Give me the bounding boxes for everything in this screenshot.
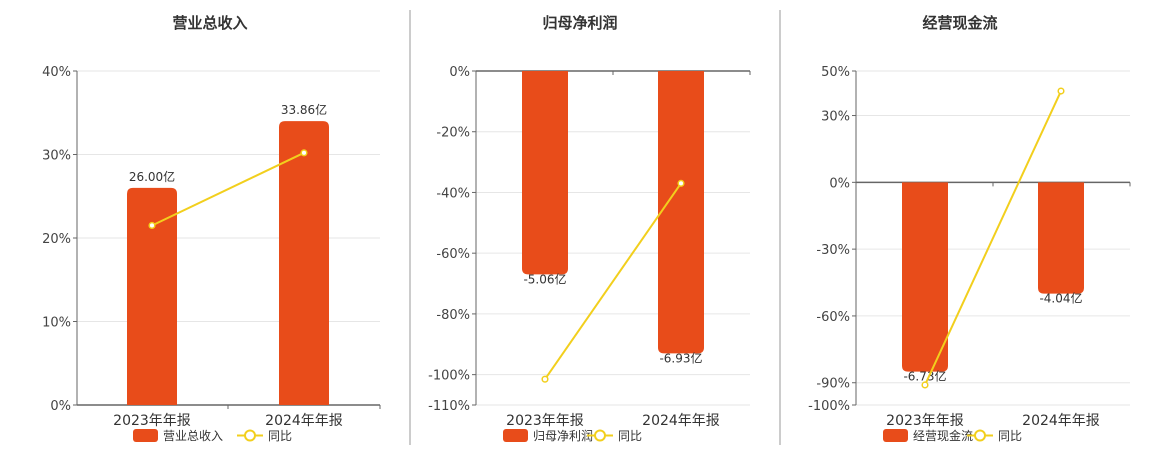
- x-tick-label: 2023年年报: [113, 413, 191, 429]
- bar: [902, 182, 948, 372]
- legend-swatch-marker: [974, 429, 986, 442]
- bar-value-label: 33.86亿: [281, 102, 327, 117]
- y-tick-label: -90%: [816, 377, 850, 392]
- bar: [127, 187, 177, 405]
- y-tick-label: -20%: [436, 126, 470, 141]
- legend-label: 经营现金流: [913, 428, 973, 443]
- legend: 归母净利润 同比: [503, 429, 642, 443]
- y-tick-label: 0%: [449, 65, 470, 80]
- y-tick-label: -60%: [816, 310, 850, 325]
- yoy-point: [148, 221, 156, 230]
- x-tick-label: 2023年年报: [506, 413, 584, 429]
- legend-swatch-bar: [883, 429, 908, 442]
- y-tick-label: -100%: [808, 399, 850, 414]
- chart-title: 归母净利润: [542, 14, 617, 32]
- x-tick-label: 2024年年报: [1022, 413, 1100, 429]
- y-tick-label: 30%: [42, 149, 71, 164]
- y-tick-label: 0%: [829, 176, 850, 191]
- yoy-line: [544, 182, 682, 380]
- y-tick-label: -110%: [428, 399, 470, 414]
- y-tick-label: 20%: [42, 232, 71, 247]
- bar: [658, 71, 704, 354]
- y-tick-label: -30%: [816, 243, 850, 258]
- yoy-point: [677, 179, 685, 187]
- x-tick-label: 2024年年报: [642, 413, 720, 429]
- y-tick-label: 40%: [42, 65, 71, 80]
- legend-label: 同比: [268, 429, 292, 443]
- bar: [279, 121, 329, 405]
- legend-swatch-marker: [244, 429, 256, 442]
- bar-value-label: -5.06亿: [523, 271, 566, 286]
- bar-value-label: -4.04亿: [1039, 291, 1082, 306]
- yoy-point: [541, 375, 549, 383]
- legend-swatch-bar: [133, 429, 158, 442]
- legend-label: 同比: [618, 429, 642, 443]
- yoy-line: [151, 151, 305, 227]
- legend-label: 同比: [998, 429, 1022, 443]
- y-tick-label: -60%: [436, 247, 470, 262]
- x-tick-label: 2024年年报: [265, 413, 343, 429]
- chart-panel-3: 经营现金流 50% 30% 0% -30% -60% -90% -100% -6.73亿 -4.0…: [808, 14, 1131, 443]
- legend-swatch-bar: [503, 429, 528, 442]
- bar-value-label: -6.73亿: [903, 369, 946, 384]
- chart-title: 经营现金流: [922, 14, 997, 32]
- legend-label: 归母净利润: [533, 429, 593, 443]
- yoy-point: [300, 149, 308, 157]
- y-tick-label: 30%: [821, 110, 850, 125]
- legend-label: 营业总收入: [163, 429, 223, 443]
- y-tick-label: 0%: [50, 399, 71, 414]
- bar-value-label: 26.00亿: [129, 169, 175, 184]
- x-tick-label: 2023年年报: [886, 413, 964, 429]
- y-tick-label: -100%: [428, 369, 470, 384]
- yoy-point: [1057, 87, 1065, 95]
- y-tick-label: -80%: [436, 308, 470, 323]
- legend: 营业总收入 同比: [133, 429, 292, 443]
- chart-title: 营业总收入: [172, 14, 247, 32]
- bar-value-label: -6.93亿: [659, 350, 702, 365]
- y-tick-label: 50%: [821, 65, 850, 80]
- bar: [1038, 182, 1084, 294]
- legend-swatch-marker: [594, 429, 606, 442]
- bar: [522, 71, 568, 275]
- y-tick-label: 10%: [42, 316, 71, 331]
- legend: 经营现金流 同比: [883, 428, 1022, 443]
- chart-panel-1: 营业总收入 0% 10% 20% 30% 40% 26.00亿 33.86亿 2023年年报 20…: [42, 14, 381, 443]
- yoy-line: [924, 90, 1062, 386]
- chart-panel-2: 归母净利润 0% -20% -40% -60% -80% -100% -110% -5.06亿 -…: [428, 14, 751, 443]
- yoy-point: [921, 381, 929, 389]
- y-tick-label: -40%: [436, 186, 470, 201]
